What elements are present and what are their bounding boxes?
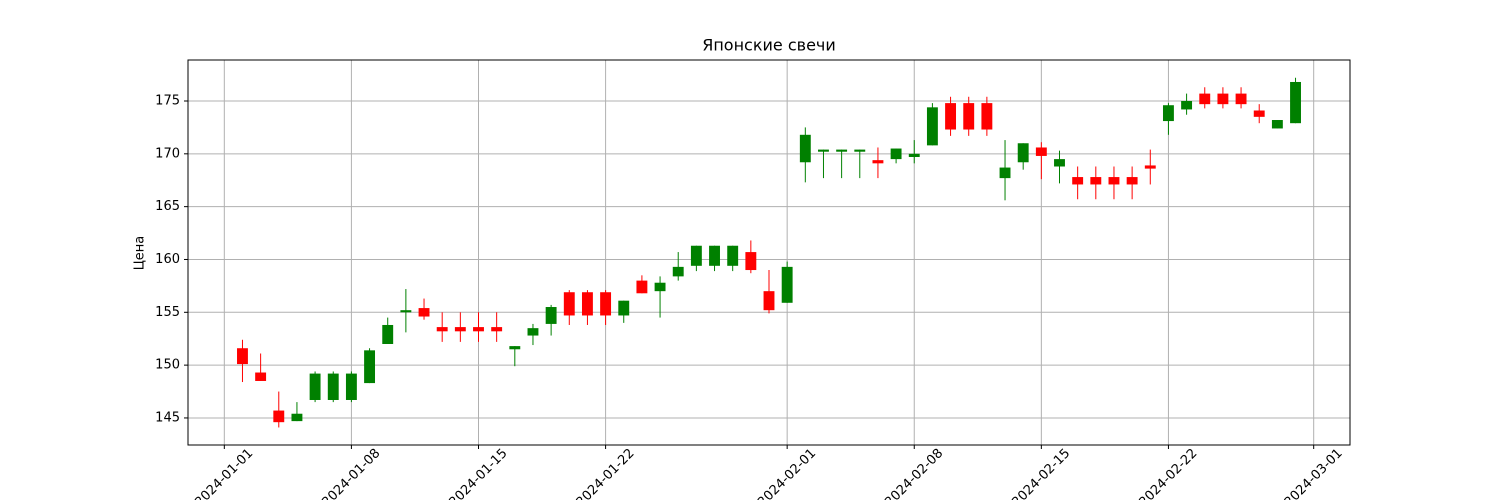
candle-body	[690, 245, 702, 266]
x-tick-label: 2024-01-08	[319, 446, 383, 500]
candle-body	[1035, 147, 1047, 156]
x-tick-label: 2024-02-22	[1136, 446, 1200, 500]
candle-body	[818, 149, 829, 152]
y-tick-label: 160	[155, 252, 180, 267]
x-tick-label: 2024-01-01	[192, 446, 256, 500]
y-axis-label: Цена	[133, 236, 148, 271]
candle-body	[454, 327, 466, 332]
candle-body	[491, 327, 503, 332]
candle-body	[963, 103, 975, 130]
candle-body	[473, 327, 484, 332]
y-tick-label: 175	[155, 93, 180, 108]
candle-body	[926, 107, 938, 146]
candle-body	[1253, 110, 1265, 117]
candle-body	[636, 280, 648, 294]
candle-body	[581, 292, 593, 316]
candle-body	[799, 134, 811, 163]
candle-body	[291, 413, 303, 422]
candle-body	[1126, 177, 1138, 185]
candle-body	[1217, 93, 1229, 105]
y-tick-label: 150	[155, 358, 180, 373]
y-tick-label: 155	[155, 305, 180, 320]
candle-body	[1271, 120, 1283, 129]
candle-body	[727, 245, 739, 266]
candle-body	[981, 103, 993, 130]
candle-body	[781, 266, 793, 303]
candle-body	[999, 167, 1011, 179]
candle-body	[1290, 81, 1301, 124]
candle-body	[618, 300, 630, 316]
candle-body	[436, 327, 448, 332]
candle-body	[327, 373, 339, 400]
candle-body	[1090, 177, 1102, 185]
candle-body	[763, 291, 775, 311]
candle-body	[509, 346, 521, 350]
candles	[237, 77, 1301, 428]
candle-body	[672, 266, 684, 277]
candle-body	[1017, 143, 1029, 163]
y-tick-label: 145	[155, 410, 180, 425]
plot-frame	[187, 59, 1351, 446]
candle-body	[563, 292, 575, 316]
x-tick-label: 2024-01-15	[446, 446, 510, 500]
candle-body	[345, 373, 357, 400]
candle-body	[908, 153, 920, 157]
candle-body	[1235, 93, 1247, 105]
x-tick-label: 2024-03-01	[1282, 446, 1346, 500]
candle-body	[364, 350, 376, 384]
candle-body	[309, 373, 321, 400]
x-tick-label: 2024-01-22	[574, 446, 638, 500]
candle-body	[836, 149, 848, 152]
grid: 145 150 155 160 165 170 175 2024-01-01 2024-01-0…	[155, 60, 1350, 500]
candle-body	[872, 160, 884, 164]
candle-body	[1108, 177, 1120, 185]
chart-title: Японские свечи	[702, 36, 836, 55]
candle-body	[418, 308, 430, 317]
candle-body	[527, 328, 539, 336]
candle-body	[1072, 177, 1084, 185]
x-tick-label: 2024-02-08	[882, 446, 946, 500]
candle-body	[1181, 100, 1193, 110]
candle-body	[600, 292, 612, 316]
candle-body	[890, 148, 902, 160]
candle-body	[1054, 159, 1065, 167]
candle-body	[709, 245, 720, 266]
candle-body	[382, 324, 394, 344]
candle-body	[745, 252, 757, 271]
candle-body	[1162, 105, 1174, 122]
candle-body	[237, 348, 248, 365]
y-tick-label: 165	[155, 199, 180, 214]
candle-body	[854, 149, 866, 152]
candle-body	[255, 372, 267, 381]
y-tick-label: 170	[155, 146, 180, 161]
candle-body	[1199, 93, 1211, 105]
candle-body	[1144, 165, 1156, 169]
candle-body	[654, 282, 666, 292]
candle-body	[945, 103, 957, 130]
x-tick-label: 2024-02-01	[755, 446, 819, 500]
x-tick-label: 2024-02-15	[1009, 446, 1073, 500]
candle-body	[400, 310, 412, 313]
candle-body	[545, 307, 557, 324]
candle-body	[273, 410, 285, 423]
